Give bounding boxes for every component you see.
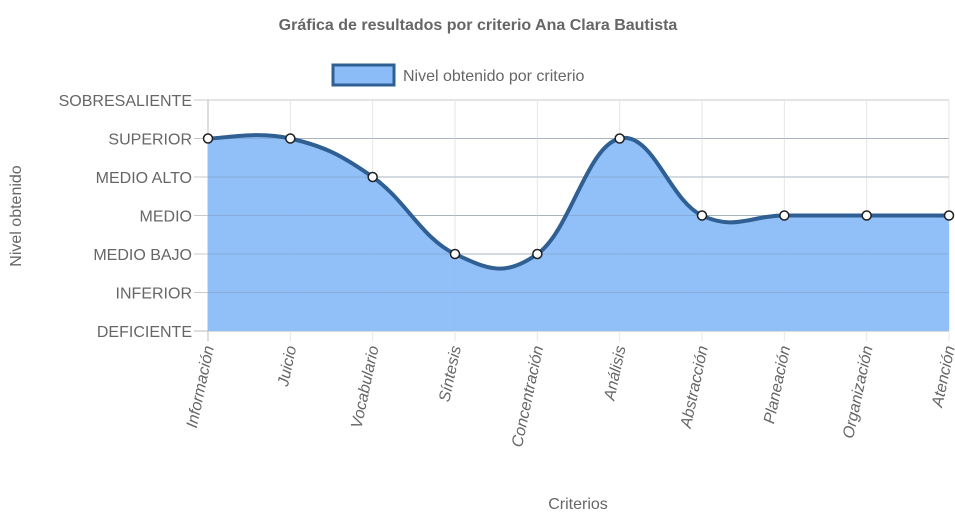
legend[interactable]: Nivel obtenido por criterio (331, 63, 585, 87)
points-layer (202, 133, 955, 260)
y-tick-label: INFERIOR (116, 286, 192, 303)
series-area-fill (208, 135, 949, 331)
data-point[interactable] (696, 210, 708, 221)
x-tick-label: Concentración (509, 344, 547, 449)
chart-title: Gráfica de resultados por criterio Ana C… (279, 17, 678, 34)
x-tick-label: Juicio (275, 344, 300, 389)
x-tick-label: Atención (929, 344, 955, 410)
y-tick-label: SUPERIOR (108, 132, 192, 149)
x-tick-label: Análisis (601, 344, 629, 402)
x-tick-label: Síntesis (436, 344, 464, 403)
x-axis-ticks: Información Juicio Vocabulario Síntesis Conc… (184, 344, 955, 449)
data-point[interactable] (202, 133, 214, 144)
x-tick-label: Abstracción (678, 344, 712, 430)
data-point[interactable] (779, 210, 790, 221)
x-tick-label: Información (184, 344, 218, 429)
data-point[interactable] (861, 210, 872, 221)
x-tick-label: Planeación (761, 344, 794, 425)
y-tick-label: DEFICIENTE (97, 324, 192, 341)
area-layer (207, 133, 949, 331)
y-axis-ticks: DEFICIENTE INFERIOR MEDIO BAJO MEDIO MEDIO A… (59, 93, 192, 341)
data-point[interactable] (449, 248, 461, 260)
y-tick-label: MEDIO (140, 209, 192, 226)
y-tick-label: MEDIO BAJO (93, 247, 192, 264)
y-tick-label: MEDIO ALTO (96, 170, 192, 187)
x-tick-label: Organización (840, 344, 876, 440)
data-point[interactable] (943, 210, 955, 221)
y-axis-title: Nivel obtenido (8, 165, 25, 267)
y-tick-label: SOBRESALIENTE (59, 93, 192, 110)
data-point[interactable] (367, 171, 378, 183)
x-axis-title: Criterios (548, 496, 608, 513)
x-tick-label: Vocabulario (349, 344, 383, 430)
data-point[interactable] (532, 248, 543, 260)
data-point[interactable] (285, 133, 296, 144)
data-point[interactable] (614, 133, 625, 144)
legend-swatch[interactable] (331, 63, 396, 87)
legend-label[interactable]: Nivel obtenido por criterio (403, 68, 585, 85)
series-line (207, 133, 949, 271)
